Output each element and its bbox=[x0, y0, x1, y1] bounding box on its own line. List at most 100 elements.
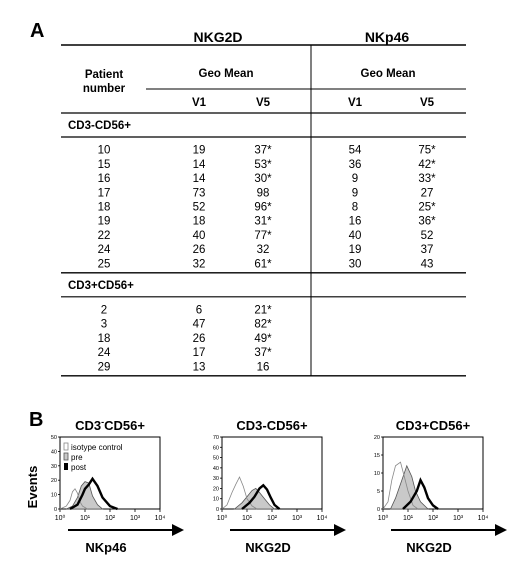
table-cell: 19 bbox=[349, 244, 362, 256]
x-tick-label: 10⁰ bbox=[217, 514, 228, 522]
visit-header: V1 bbox=[192, 97, 207, 109]
y-tick-label: 0 bbox=[54, 507, 57, 513]
table-cell: 47 bbox=[193, 319, 206, 331]
group-header-nkg2d: NKG2D bbox=[193, 29, 242, 45]
group-header-nkp46: NKp46 bbox=[365, 29, 410, 45]
y-tick-label: 20 bbox=[51, 478, 57, 484]
table-cell: 8 bbox=[352, 202, 358, 214]
panel-a-letter: A bbox=[30, 20, 45, 42]
table-cell: 40 bbox=[349, 230, 362, 242]
patient-header-line1: Patient bbox=[85, 69, 124, 81]
y-tick-label: 30 bbox=[51, 464, 57, 470]
post-histogram bbox=[69, 476, 118, 511]
y-tick-label: 10 bbox=[213, 497, 219, 503]
table-cell: 54 bbox=[349, 145, 362, 157]
table-cell: 82* bbox=[254, 319, 272, 331]
table-cell: 25 bbox=[98, 258, 111, 270]
geo-mean-header-2: Geo Mean bbox=[361, 68, 416, 80]
table-cell: 43 bbox=[421, 258, 434, 270]
table-cell: 61* bbox=[254, 258, 272, 270]
x-axis-label: NKG2D bbox=[406, 540, 452, 555]
y-tick-label: 20 bbox=[374, 435, 380, 441]
table-cell: 14 bbox=[193, 173, 206, 185]
table-cell: 19 bbox=[98, 216, 111, 228]
y-tick-label: 5 bbox=[377, 489, 380, 495]
x-axis-label: NKG2D bbox=[245, 540, 291, 555]
table-cell: 98 bbox=[257, 187, 270, 199]
panel-title: CD3+CD56+ bbox=[396, 418, 471, 433]
visit-header: V5 bbox=[256, 97, 271, 109]
y-tick-label: 20 bbox=[213, 486, 219, 492]
table-cell: 25* bbox=[418, 202, 436, 214]
x-tick-label: 10² bbox=[267, 515, 278, 522]
table-cell: 14 bbox=[193, 159, 206, 171]
x-tick-label: 10¹ bbox=[403, 515, 414, 522]
table-cell: 31* bbox=[254, 216, 272, 228]
legend-isotype-label: isotype control bbox=[71, 443, 123, 452]
y-tick-label: 0 bbox=[216, 507, 219, 513]
table-cell: 27 bbox=[421, 187, 434, 199]
x-axis-arrowhead bbox=[172, 524, 184, 536]
legend-isotype-swatch bbox=[63, 442, 69, 451]
table-cell: 40 bbox=[193, 230, 206, 242]
x-tick-label: 10⁰ bbox=[55, 514, 66, 522]
y-tick-label: 10 bbox=[374, 471, 380, 477]
table-cell: 21* bbox=[254, 305, 272, 317]
table-cell: 16 bbox=[349, 216, 362, 228]
table-cell: 16 bbox=[98, 173, 111, 185]
x-axis-arrowhead bbox=[334, 524, 346, 536]
table-cell: 49* bbox=[254, 333, 272, 345]
table-cell: 22 bbox=[98, 230, 111, 242]
panel-title: CD3-CD56+ bbox=[75, 417, 145, 433]
y-tick-label: 0 bbox=[377, 507, 380, 513]
legend-pre-label: pre bbox=[71, 453, 83, 462]
table-cell: 18 bbox=[98, 333, 111, 345]
table-cell: 10 bbox=[98, 145, 111, 157]
table-cell: 17 bbox=[193, 347, 206, 359]
table-cell: 36* bbox=[418, 216, 436, 228]
legend-pre-swatch bbox=[63, 452, 69, 461]
table-cell: 9 bbox=[352, 173, 358, 185]
patient-header-line2: number bbox=[83, 83, 126, 95]
table-cell: 96* bbox=[254, 202, 272, 214]
table-cell: 9 bbox=[352, 187, 358, 199]
histogram-panel-2: CD3-CD56+ 0 10 20 30 40 50 60 70 10⁰ 10¹ 10² 10³ 10⁴ N… bbox=[213, 418, 346, 555]
visit-header: V1 bbox=[348, 97, 363, 109]
legend-post-swatch bbox=[64, 463, 68, 470]
visit-header: V5 bbox=[420, 97, 435, 109]
pre-histogram bbox=[389, 464, 429, 510]
x-tick-label: 10³ bbox=[130, 515, 141, 522]
table-cell: 53* bbox=[254, 159, 272, 171]
y-tick-label: 50 bbox=[51, 435, 57, 441]
y-tick-label: 40 bbox=[51, 449, 57, 455]
patient-table: NKG2D NKp46 Patient number Geo Mean Geo Mean V… bbox=[61, 29, 466, 377]
histogram-panel-1: CD3-CD56+ 0 10 20 30 40 50 10⁰ 10¹ 10² 10³ 10⁴ NKp46… bbox=[51, 417, 184, 555]
section-label: CD3+CD56+ bbox=[68, 280, 134, 292]
table-cell: 75* bbox=[418, 145, 436, 157]
table-cell: 37* bbox=[254, 145, 272, 157]
panel-b-letter: B bbox=[29, 409, 44, 431]
table-cell: 37* bbox=[254, 347, 272, 359]
post-histogram bbox=[241, 483, 281, 510]
table-cell: 18 bbox=[193, 216, 206, 228]
table-cell: 6 bbox=[196, 305, 202, 317]
y-tick-label: 40 bbox=[213, 466, 219, 472]
pre-histogram bbox=[66, 481, 104, 510]
table-cell: 32 bbox=[257, 244, 270, 256]
table-cell: 15 bbox=[98, 159, 111, 171]
x-tick-label: 10² bbox=[105, 515, 116, 522]
table-cell: 73 bbox=[193, 187, 206, 199]
x-tick-label: 10⁴ bbox=[478, 515, 489, 522]
table-cell: 19 bbox=[193, 145, 206, 157]
table-cell: 17 bbox=[98, 187, 111, 199]
panel-title: CD3-CD56+ bbox=[236, 418, 308, 433]
table-cell: 36 bbox=[349, 159, 362, 171]
table-cell: 52 bbox=[421, 230, 434, 242]
isotype-histogram bbox=[59, 488, 88, 510]
y-tick-label: 70 bbox=[213, 435, 219, 441]
table-cell: 13 bbox=[193, 361, 206, 373]
x-tick-label: 10³ bbox=[292, 515, 303, 522]
table-cell: 52 bbox=[193, 202, 206, 214]
x-tick-label: 10⁴ bbox=[155, 515, 166, 522]
